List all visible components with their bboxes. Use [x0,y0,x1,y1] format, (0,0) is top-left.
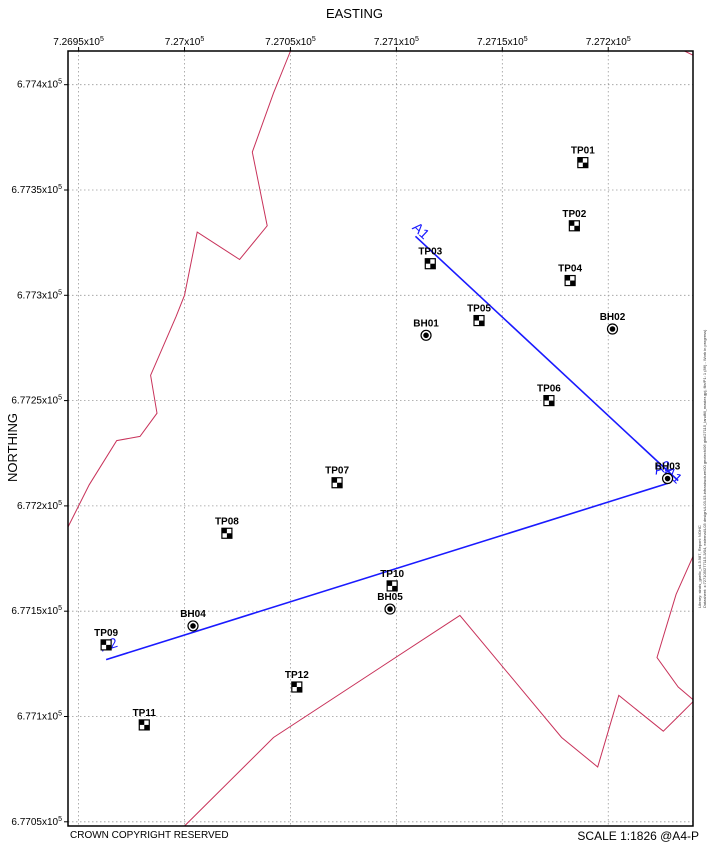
trial-pit-icon-quad [106,644,112,650]
point-label: TP09 [94,628,118,639]
point-label: BH03 [655,462,681,473]
point-tp07[interactable]: TP07 [325,466,349,489]
trial-pit-icon-quad [582,162,588,168]
trial-pit-icon-quad [569,220,575,226]
point-label: TP04 [558,264,582,275]
point-bh03[interactable]: BH03 [655,462,681,485]
trial-pit-icon-quad [474,315,480,321]
boundary-line-2 [656,556,694,700]
point-label: BH02 [600,312,626,323]
point-label: TP12 [285,670,309,681]
point-tp02[interactable]: TP02 [562,209,587,232]
point-tp09[interactable]: TP09 [94,628,119,651]
point-label: TP07 [325,466,349,477]
trial-pit-icon-quad [291,682,297,688]
point-tp10[interactable]: TP10 [380,569,405,592]
borehole-icon-core [664,475,671,482]
point-label: BH04 [180,609,206,620]
y-tick-label-3: 6.7725x105 [11,395,62,407]
trial-pit-icon-quad [479,320,485,326]
point-label: BH05 [377,592,403,603]
trial-pit-icon-quad [577,157,583,163]
borehole-icon-core [190,623,196,629]
trial-pit-icon-quad [226,533,232,539]
borehole-icon-core [423,332,429,339]
point-tp08[interactable]: TP08 [215,516,239,539]
copyright-note: CROWN COPYRIGHT RESERVED [70,830,229,841]
point-label: TP08 [215,516,239,527]
site-boundaries [67,50,694,827]
section-line-a1 [414,235,679,482]
y-tick-label-1: 6.7735x105 [11,184,62,196]
point-tp01[interactable]: TP01 [571,146,595,169]
point-tp11[interactable]: TP11 [133,708,157,731]
point-label: TP03 [418,247,442,258]
y-tick-label-2: 6.773x105 [17,289,62,301]
trial-pit-icon-quad [392,585,398,591]
point-tp06[interactable]: TP06 [537,384,561,407]
point-label: TP11 [133,708,157,719]
point-bh05[interactable]: BH05 [377,592,403,615]
y-tick-label-0: 6.774x105 [17,79,62,91]
grid-lines [68,51,693,826]
easting-axis-title: EASTING [325,6,384,21]
file-path-line-2: Datasheet: x:727105/277115-3/04, externa… [702,329,707,608]
point-label: TP02 [562,209,586,220]
trial-pit-icon-quad [144,724,150,730]
point-tp03[interactable]: TP03 [418,247,443,270]
y-tick-label-7: 6.7705x105 [11,816,62,828]
trial-pit-icon-quad [387,580,393,586]
trial-pit-icon-quad [565,275,571,281]
trial-pit-icon-quad [101,639,107,645]
trial-pit-icon-quad [574,225,580,231]
trial-pit-icon-quad [332,477,338,483]
point-tp04[interactable]: TP04 [558,264,583,287]
trial-pit-icon-quad [425,258,431,264]
trial-pit-icon-quad [543,395,549,401]
x-tick-label-3: 7.271x105 [374,36,419,48]
trial-pit-icon-quad [139,719,145,725]
point-label: TP10 [380,569,404,580]
trial-pit-icon-quad [570,280,576,286]
x-tick-label-4: 7.2715x105 [477,36,528,48]
point-label: BH01 [413,318,439,329]
point-tp05[interactable]: TP05 [467,304,491,327]
section-line-a2 [105,481,670,661]
borehole-icon-core [387,606,393,612]
y-tick-label-5: 6.7715x105 [11,605,62,617]
x-tick-label-2: 7.2705x105 [265,36,316,48]
trial-pit-icon-quad [430,263,436,269]
trial-pit-icon-quad [337,482,343,488]
y-tick-label-6: 6.771x105 [17,710,62,722]
map-frame [67,50,694,827]
boundary-line-1 [184,614,694,827]
point-bh04[interactable]: BH04 [180,609,206,632]
borehole-icon-core [609,326,616,332]
x-tick-label-0: 7.2695x105 [53,36,104,48]
x-tick-label-5: 7.272x105 [586,36,631,48]
point-label: TP01 [571,146,595,157]
investigation-points: TP01 TP02 TP03 TP04 TP05 BH01 BH02 TP06 TP07 BH03… [94,146,681,731]
point-bh02[interactable]: BH02 [600,312,626,335]
point-label: TP05 [467,304,491,315]
scale-note: SCALE 1:1826 @A4-P [577,829,699,843]
trial-pit-icon-quad [548,400,554,406]
point-tp12[interactable]: TP12 [285,670,309,693]
axis-tick-labels: 7.2695x105 7.27x105 7.2705x105 7.271x105 7.2… [11,36,631,828]
section-label-a2-end: A2 [652,457,673,477]
trial-pit-icon-quad [296,687,302,693]
point-label: TP06 [537,384,561,395]
file-path-note: Library: strats_gaelic_v4.3.987, Report:… [697,330,707,608]
section-label-a1-start: A1 [409,219,433,243]
x-tick-label-1: 7.27x105 [165,36,205,48]
point-bh01[interactable]: BH01 [413,318,439,341]
trial-pit-icon-quad [221,528,227,534]
boundary-line-0 [67,50,291,528]
y-tick-label-4: 6.772x105 [17,500,62,512]
